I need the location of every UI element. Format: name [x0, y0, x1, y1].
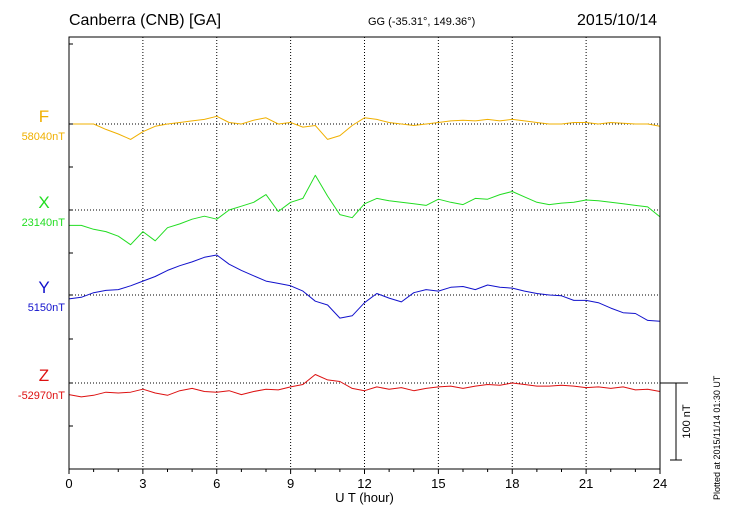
series-line-z: [68, 374, 661, 398]
component-baseline-z: -52970nT: [18, 390, 65, 402]
component-letter-x: X: [38, 193, 49, 212]
scale-bar: 100 nT: [660, 382, 693, 461]
x-axis-label: U T (hour): [335, 490, 394, 505]
x-tick-label: 18: [505, 476, 519, 491]
x-tick-label: 0: [65, 476, 72, 491]
scale-bar-label: 100 nT: [681, 404, 693, 439]
series-lines: [68, 115, 661, 398]
component-baseline-f: 58040nT: [22, 131, 66, 143]
x-tick-label: 3: [139, 476, 146, 491]
x-tick-label: 21: [579, 476, 593, 491]
x-tick-label: 15: [431, 476, 445, 491]
component-letter-z: Z: [39, 366, 49, 385]
station-coordinates: GG (-35.31°, 149.36°): [368, 16, 476, 28]
grid: [142, 37, 587, 469]
x-axis-ticks: 0 3 6 9 12 15 18 21 24: [65, 43, 667, 491]
component-letter-y: Y: [38, 278, 49, 297]
baselines: [69, 123, 688, 384]
x-tick-label: 12: [357, 476, 371, 491]
series-line-y: [68, 254, 661, 322]
component-baseline-y: 5150nT: [28, 302, 66, 314]
component-baseline-x: 23140nT: [22, 217, 66, 229]
series-line-x: [69, 174, 661, 246]
x-tick-label: 6: [213, 476, 220, 491]
x-tick-label: 9: [287, 476, 294, 491]
station-title: Canberra (CNB) [GA]: [69, 12, 222, 29]
component-letter-f: F: [39, 107, 49, 126]
x-tick-label: 24: [653, 476, 667, 491]
series-line-f: [69, 115, 661, 140]
date-label: 2015/10/14: [577, 12, 658, 29]
component-labels: F 58040nT X 23140nT Y 5150nT Z -52970nT: [18, 107, 65, 402]
